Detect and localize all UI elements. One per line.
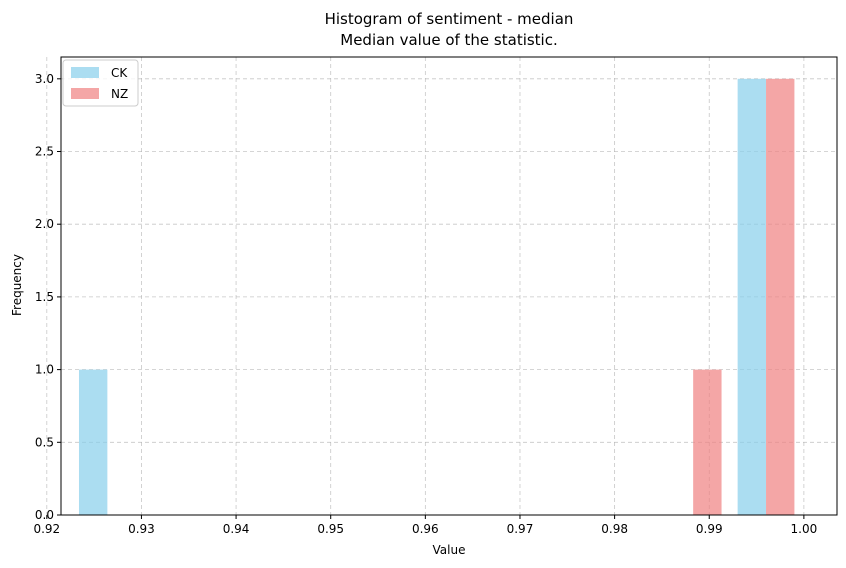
bar-nz (693, 369, 722, 515)
bar-ck (78, 369, 108, 515)
legend-swatch-ck (71, 67, 99, 78)
legend-label-nz: NZ (111, 87, 128, 101)
bar-nz (766, 78, 795, 516)
x-tick-label: 0.92 (33, 522, 60, 536)
x-tick-label: 1.00 (791, 522, 818, 536)
y-tick-label: 2.5 (35, 145, 54, 159)
y-tick-label: 1.0 (35, 363, 54, 377)
x-tick-label: 0.98 (601, 522, 628, 536)
y-tick-label: 2.0 (35, 217, 54, 231)
x-tick-label: 0.97 (507, 522, 534, 536)
y-axis-label: Frequency (10, 254, 24, 316)
y-tick-label: 0.0 (35, 508, 54, 522)
x-tick-label: 0.94 (223, 522, 250, 536)
y-tick-label: 3.0 (35, 72, 54, 86)
legend: CK NZ (62, 59, 139, 107)
x-tick-label: 0.96 (412, 522, 439, 536)
legend-swatch-nz (71, 88, 99, 99)
chart-subtitle: Median value of the statistic. (340, 31, 558, 49)
x-tick-label: 0.99 (696, 522, 723, 536)
y-tick-label: 0.5 (35, 435, 54, 449)
legend-label-ck: CK (111, 66, 128, 80)
x-tick-label: 0.93 (128, 522, 155, 536)
x-tick-label: 0.95 (317, 522, 344, 536)
plot-area (60, 56, 838, 516)
x-axis-label: Value (433, 543, 466, 557)
bar-ck (737, 78, 767, 516)
chart-title: Histogram of sentiment - median (325, 10, 574, 28)
y-tick-label: 1.5 (35, 290, 54, 304)
